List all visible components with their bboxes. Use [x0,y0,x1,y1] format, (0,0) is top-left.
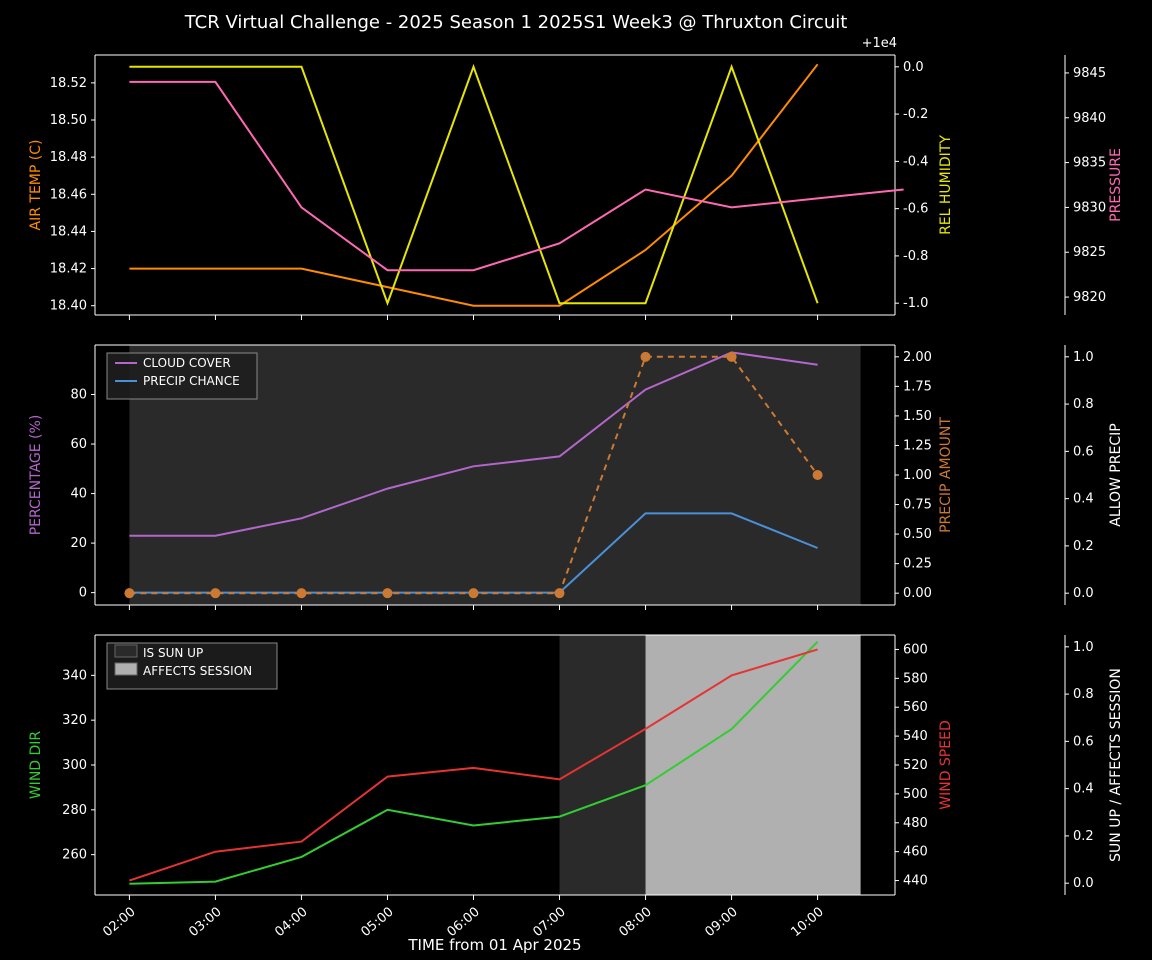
svg-text:05:00: 05:00 [358,905,396,941]
svg-text:PRECIP AMOUNT: PRECIP AMOUNT [938,417,954,533]
svg-text:0.50: 0.50 [903,527,932,542]
svg-text:AIR TEMP (C): AIR TEMP (C) [28,140,44,231]
svg-text:9835: 9835 [1073,156,1106,171]
chart-title: TCR Virtual Challenge - 2025 Season 1 20… [184,12,848,33]
svg-text:560: 560 [903,700,928,715]
svg-text:0.0: 0.0 [1073,586,1094,601]
svg-text:1.50: 1.50 [903,409,932,424]
svg-text:260: 260 [62,848,87,863]
svg-text:60: 60 [70,437,87,452]
svg-text:18.48: 18.48 [50,150,87,165]
svg-text:18.50: 18.50 [50,113,87,128]
svg-text:9845: 9845 [1073,66,1106,81]
svg-text:0.25: 0.25 [903,557,932,572]
svg-text:1.0: 1.0 [1073,350,1094,365]
weather-chart: TCR Virtual Challenge - 2025 Season 1 20… [0,0,1152,960]
svg-text:PERCENTAGE (%): PERCENTAGE (%) [28,415,44,536]
svg-text:06:00: 06:00 [444,905,482,941]
svg-text:600: 600 [903,642,928,657]
svg-text:07:00: 07:00 [530,905,568,941]
svg-text:IS SUN UP: IS SUN UP [143,646,203,660]
svg-text:SUN UP / AFFECTS SESSION: SUN UP / AFFECTS SESSION [1108,668,1124,862]
svg-text:1.00: 1.00 [903,468,932,483]
svg-text:18.46: 18.46 [50,187,87,202]
offset-label: +1e4 [862,36,897,51]
svg-text:PRESSURE: PRESSURE [1108,148,1124,222]
precip-amount-marker [124,588,134,598]
svg-text:PRECIP CHANCE: PRECIP CHANCE [143,374,240,388]
svg-text:0.75: 0.75 [903,498,932,513]
precip-amount-marker [210,588,220,598]
svg-text:18.52: 18.52 [50,76,87,91]
svg-text:80: 80 [70,388,87,403]
precip-amount-marker [641,352,651,362]
svg-text:320: 320 [62,713,87,728]
svg-text:40: 40 [70,487,87,502]
svg-text:9825: 9825 [1073,245,1106,260]
svg-text:REL HUMIDITY: REL HUMIDITY [938,135,954,235]
svg-text:18.40: 18.40 [50,299,87,314]
svg-text:1.75: 1.75 [903,379,932,394]
precip-amount-marker [813,470,823,480]
svg-text:480: 480 [903,816,928,831]
precip-amount-marker [468,588,478,598]
svg-text:03:00: 03:00 [186,905,224,941]
svg-text:0.4: 0.4 [1073,492,1094,507]
svg-text:20: 20 [70,536,87,551]
svg-text:0.4: 0.4 [1073,782,1094,797]
svg-text:2.00: 2.00 [903,350,932,365]
svg-text:-0.4: -0.4 [903,154,928,169]
svg-text:500: 500 [903,787,928,802]
precip-amount-marker [382,588,392,598]
x-axis-label: TIME from 01 Apr 2025 [407,936,581,954]
svg-text:9840: 9840 [1073,111,1106,126]
svg-text:02:00: 02:00 [100,905,138,941]
svg-text:0.2: 0.2 [1073,539,1094,554]
svg-text:09:00: 09:00 [702,905,740,941]
svg-text:WIND DIR: WIND DIR [28,731,44,800]
svg-text:340: 340 [62,668,87,683]
svg-text:0: 0 [79,586,87,601]
svg-text:10:00: 10:00 [788,905,826,941]
svg-text:-1.0: -1.0 [903,296,928,311]
svg-text:AFFECTS SESSION: AFFECTS SESSION [143,664,252,678]
svg-text:0.2: 0.2 [1073,829,1094,844]
precip-amount-marker [555,588,565,598]
svg-text:1.25: 1.25 [903,438,932,453]
svg-text:520: 520 [903,758,928,773]
svg-text:580: 580 [903,671,928,686]
svg-text:460: 460 [903,845,928,860]
svg-text:-0.8: -0.8 [903,249,928,264]
precip-amount-marker [727,352,737,362]
svg-text:300: 300 [62,758,87,773]
svg-text:0.0: 0.0 [903,60,924,75]
svg-text:04:00: 04:00 [272,905,310,941]
svg-text:18.42: 18.42 [50,262,87,277]
svg-text:9820: 9820 [1073,290,1106,305]
svg-text:1.0: 1.0 [1073,640,1094,655]
svg-text:-0.2: -0.2 [903,107,928,122]
svg-text:540: 540 [903,729,928,744]
svg-text:0.0: 0.0 [1073,876,1094,891]
svg-text:08:00: 08:00 [616,905,654,941]
svg-text:0.8: 0.8 [1073,687,1094,702]
svg-text:18.44: 18.44 [50,224,87,239]
svg-text:-0.6: -0.6 [903,202,928,217]
svg-text:0.6: 0.6 [1073,734,1094,749]
svg-text:9830: 9830 [1073,200,1106,215]
svg-text:ALLOW PRECIP: ALLOW PRECIP [1108,423,1124,526]
svg-text:440: 440 [903,874,928,889]
pressure-line [129,82,903,270]
svg-text:280: 280 [62,803,87,818]
svg-text:WIND SPEED: WIND SPEED [938,720,954,809]
precip-amount-marker [296,588,306,598]
svg-text:CLOUD COVER: CLOUD COVER [143,356,231,370]
svg-text:0.6: 0.6 [1073,444,1094,459]
svg-text:0.8: 0.8 [1073,397,1094,412]
svg-text:0.00: 0.00 [903,586,932,601]
